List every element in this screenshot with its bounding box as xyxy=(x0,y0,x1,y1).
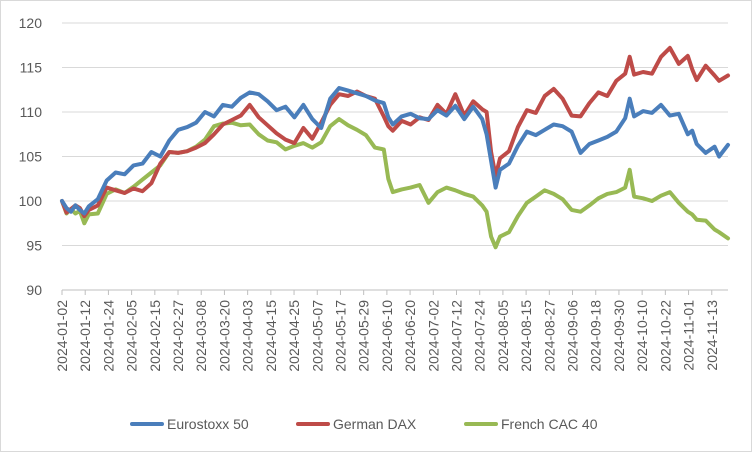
x-tick-label: 2024-01-12 xyxy=(77,300,93,372)
x-tick-label: 2024-03-20 xyxy=(216,300,232,372)
series-lines xyxy=(60,45,730,250)
y-tick-label: 110 xyxy=(20,104,43,120)
x-tick-label: 2024-06-20 xyxy=(402,300,418,372)
legend-label: French CAC 40 xyxy=(501,416,598,432)
x-tick-label: 2024-09-30 xyxy=(611,300,627,372)
legend-label: German DAX xyxy=(333,416,417,432)
x-tick-label: 2024-07-12 xyxy=(448,300,464,372)
x-tick-label: 2024-01-02 xyxy=(54,300,70,372)
x-tick-label: 2024-02-05 xyxy=(124,300,140,372)
x-tick-label: 2024-04-15 xyxy=(263,300,279,372)
x-tick-label: 2024-08-15 xyxy=(518,300,534,372)
x-tick-label: 2024-07-02 xyxy=(425,300,441,372)
x-tick-label: 2024-02-15 xyxy=(147,300,163,372)
y-tick-label: 105 xyxy=(19,149,43,165)
x-axis: 2024-01-02 2024-01-12 2024-01-24 2024-02-05… xyxy=(54,289,728,372)
y-tick-label: 115 xyxy=(20,60,43,76)
x-tick-label: 2024-08-27 xyxy=(541,300,557,372)
x-tick-label: 2024-10-10 xyxy=(634,300,650,372)
x-tick-label: 2024-10-22 xyxy=(657,300,673,372)
y-axis-ticks: 90 95 100 105 110 115 120 xyxy=(19,15,43,298)
x-tick-label: 2024-04-25 xyxy=(286,300,302,372)
x-tick-label: 2024-07-24 xyxy=(472,300,488,372)
x-tick-label: 2024-06-10 xyxy=(379,300,395,372)
x-tick-label: 2024-05-07 xyxy=(309,300,325,372)
x-tick-label: 2024-09-18 xyxy=(588,300,604,372)
y-tick-label: 100 xyxy=(19,193,43,209)
y-tick-label: 120 xyxy=(19,15,43,31)
x-tick-label: 2024-05-29 xyxy=(356,300,372,372)
series-line-eurostoxx-50 xyxy=(60,86,730,216)
x-tick-label: 2024-04-03 xyxy=(240,300,256,372)
series-line-french-cac-40 xyxy=(60,117,730,250)
x-tick-label: 2024-11-13 xyxy=(704,300,720,371)
x-tick-label: 2024-02-27 xyxy=(170,300,186,372)
x-tick-label: 2024-11-01 xyxy=(681,300,697,371)
y-tick-label: 95 xyxy=(26,238,42,254)
legend-label: Eurostoxx 50 xyxy=(167,416,249,432)
series-line-german-dax xyxy=(60,45,730,219)
x-tick-label: 2024-03-08 xyxy=(193,300,209,372)
x-tick-label: 2024-05-17 xyxy=(332,300,348,372)
x-tick-label: 2024-01-24 xyxy=(100,300,116,372)
x-tick-label: 2024-08-05 xyxy=(495,300,511,372)
legend: Eurostoxx 50 German DAX French CAC 40 xyxy=(130,416,598,432)
y-tick-label: 90 xyxy=(26,282,42,298)
x-tick-label: 2024-09-06 xyxy=(565,300,581,372)
